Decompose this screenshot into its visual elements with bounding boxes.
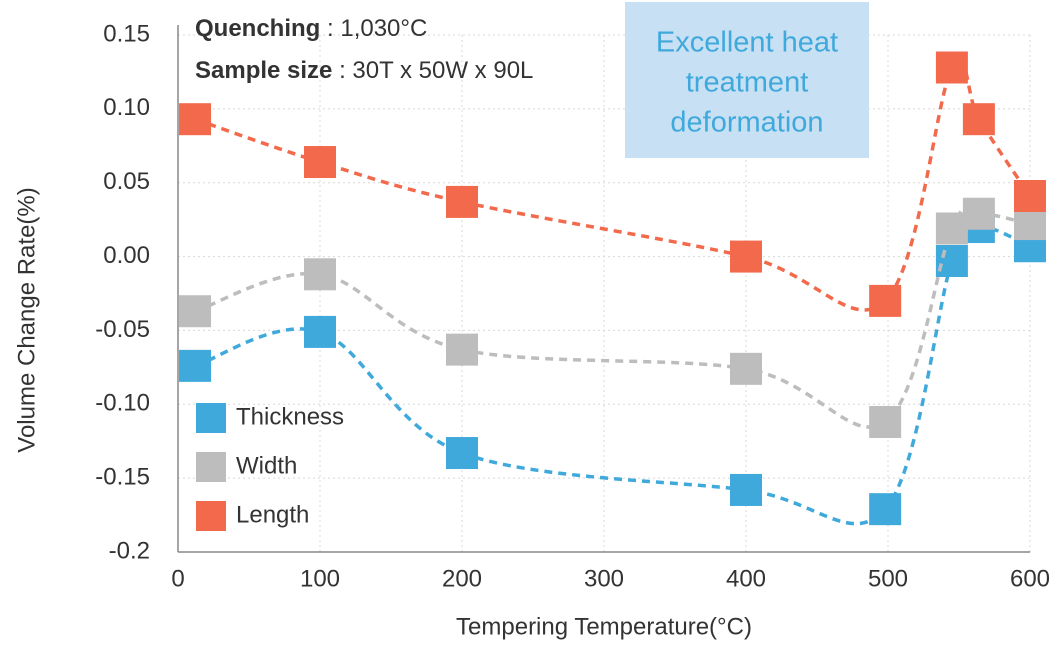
marker: [1014, 208, 1046, 241]
marker: [935, 212, 968, 245]
highlight-text: deformation: [670, 107, 823, 139]
marker: [962, 103, 995, 136]
x-tick-label: 0: [171, 565, 184, 592]
marker: [304, 146, 336, 179]
marker: [446, 437, 478, 470]
marker: [869, 406, 902, 439]
marker: [179, 349, 212, 382]
x-tick-label: 100: [300, 565, 340, 592]
x-axis-label: Tempering Temperature(°C): [456, 613, 752, 640]
highlight-box: [625, 2, 869, 158]
highlight-text: Excellent heat: [656, 27, 838, 59]
legend-label: Length: [236, 501, 309, 528]
x-tick-label: 400: [726, 565, 766, 592]
y-tick-label: 0.15: [103, 20, 150, 47]
marker: [962, 197, 995, 230]
marker: [935, 245, 968, 278]
y-tick-label: -0.15: [95, 463, 150, 490]
marker: [730, 473, 762, 506]
y-tick-label: -0.10: [95, 390, 150, 417]
legend-swatch: [196, 452, 226, 482]
marker: [446, 185, 478, 218]
marker: [179, 295, 212, 328]
marker: [304, 315, 336, 348]
x-tick-label: 500: [868, 565, 908, 592]
x-tick-label: 300: [584, 565, 624, 592]
marker: [179, 103, 212, 136]
highlight-text: treatment: [686, 67, 809, 99]
marker: [869, 493, 902, 526]
x-tick-label: 200: [442, 565, 482, 592]
marker: [730, 352, 762, 385]
y-tick-label: 0.00: [103, 242, 150, 269]
y-tick-label: -0.05: [95, 316, 150, 343]
x-tick-label: 600: [1010, 565, 1050, 592]
marker: [935, 51, 968, 84]
y-tick-label: 0.10: [103, 94, 150, 121]
y-axis-label: Volume Change Rate(%): [13, 187, 40, 452]
y-tick-label: 0.05: [103, 168, 150, 195]
legend-label: Width: [236, 452, 297, 479]
legend-swatch: [196, 501, 226, 531]
annotation: Sample size : 30T x 50W x 90L: [195, 57, 533, 84]
annotation-part: Sample size: [195, 57, 332, 84]
marker: [446, 333, 478, 366]
marker: [730, 240, 762, 273]
annotation-part: : 30T x 50W x 90L: [332, 57, 533, 84]
legend-swatch: [196, 403, 226, 433]
annotation: Quenching : 1,030°C: [195, 15, 427, 42]
marker: [1014, 180, 1046, 213]
marker: [304, 258, 336, 291]
legend-label: Thickness: [236, 403, 344, 430]
y-tick-label: -0.2: [109, 537, 150, 564]
marker: [869, 284, 902, 317]
annotation-part: : 1,030°C: [320, 15, 427, 42]
annotation-part: Quenching: [195, 15, 320, 42]
